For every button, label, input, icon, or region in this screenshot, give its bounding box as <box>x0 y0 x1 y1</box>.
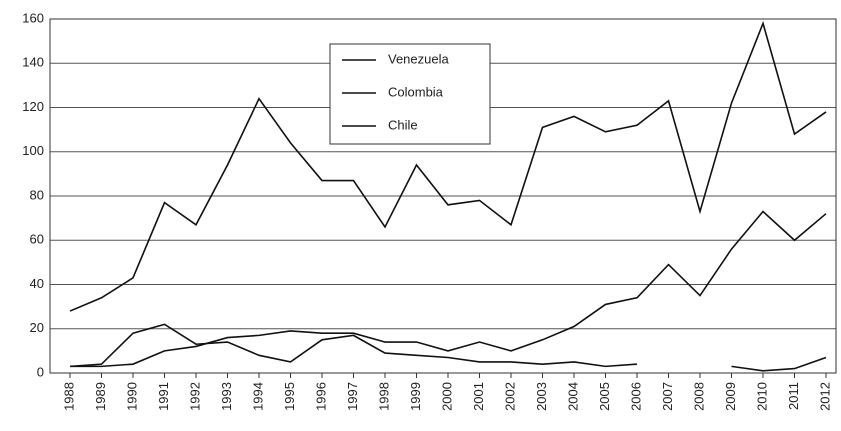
legend-label: Chile <box>388 117 418 132</box>
x-tick-label: 2000 <box>439 382 454 411</box>
x-tick-label: 1989 <box>93 382 108 411</box>
y-tick-label: 60 <box>30 232 44 247</box>
x-tick-label: 2002 <box>502 382 517 411</box>
x-tick-label: 1992 <box>187 382 202 411</box>
y-tick-label: 20 <box>30 320 44 335</box>
y-tick-label: 80 <box>30 187 44 202</box>
x-tick-label: 1997 <box>345 382 360 411</box>
x-tick-label: 2008 <box>691 382 706 411</box>
x-tick-label: 2001 <box>471 382 486 411</box>
x-tick-label: 1998 <box>376 382 391 411</box>
x-tick-label: 1995 <box>282 382 297 411</box>
x-tick-label: 2009 <box>723 382 738 411</box>
y-tick-label: 120 <box>22 99 44 114</box>
x-tick-label: 2003 <box>534 382 549 411</box>
plot-frame <box>49 18 837 374</box>
y-tick-label: 140 <box>22 55 44 70</box>
series-line <box>70 210 827 368</box>
y-tick-label: 160 <box>22 10 44 25</box>
x-tick-label: 2006 <box>628 382 643 411</box>
x-tick-label: 1991 <box>156 382 171 411</box>
series-line <box>69 323 827 372</box>
x-tick-label: 1999 <box>408 382 423 411</box>
x-tick-label: 2005 <box>597 382 612 411</box>
x-tick-label: 2011 <box>786 382 801 410</box>
y-tick-label: 100 <box>22 143 44 158</box>
x-tick-label: 2004 <box>565 382 580 411</box>
x-tick-label: 2012 <box>817 382 832 411</box>
x-tick-label: 1993 <box>219 382 234 411</box>
legend-label: Colombia <box>388 84 444 99</box>
x-tick-label: 2010 <box>754 382 769 411</box>
x-tick-label: 1996 <box>313 382 328 411</box>
x-tick-label: 1994 <box>250 382 265 411</box>
x-tick-label: 1990 <box>124 382 139 411</box>
legend-label: Venezuela <box>388 51 449 66</box>
y-tick-label: 0 <box>37 364 44 379</box>
x-tick-label: 1988 <box>61 382 76 411</box>
y-tick-label: 40 <box>30 276 44 291</box>
series-line <box>69 20 827 312</box>
x-tick-label: 2007 <box>660 382 675 411</box>
